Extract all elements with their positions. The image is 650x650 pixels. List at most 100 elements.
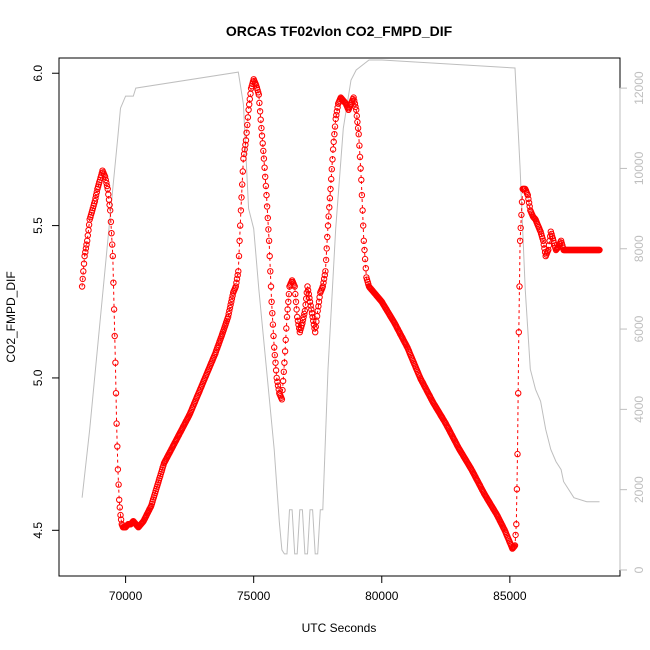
co2-point	[114, 443, 121, 450]
co2-point	[518, 198, 526, 206]
co2-point	[354, 118, 361, 126]
co2-point	[258, 124, 265, 132]
y-tick-label: 5.0	[31, 369, 45, 386]
co2-point	[307, 302, 314, 309]
co2-point	[514, 450, 521, 458]
co2-point	[356, 153, 364, 161]
co2-point	[353, 106, 360, 114]
co2-point	[323, 245, 330, 252]
co2-point	[262, 173, 269, 181]
x-tick-label: 80000	[365, 589, 399, 603]
co2-point	[92, 195, 99, 202]
co2-point	[237, 207, 245, 214]
co2-point	[306, 298, 314, 305]
co2-point	[285, 298, 292, 305]
x-tick-label: 85000	[493, 589, 527, 603]
co2-point	[82, 245, 90, 252]
co2-point	[239, 168, 247, 175]
y2-tick-label: 12000	[632, 71, 646, 105]
co2-point	[305, 290, 312, 298]
y2-tick-label: 0	[632, 566, 646, 573]
co2-point	[351, 97, 358, 104]
co2-point	[285, 290, 293, 298]
co2-point	[304, 287, 312, 294]
co2-point	[321, 271, 328, 279]
co2-point	[361, 246, 368, 254]
co2-point	[516, 283, 523, 290]
y2-tick-label: 4000	[632, 396, 646, 423]
co2-point	[233, 279, 240, 286]
co2-point	[311, 325, 318, 332]
co2-point	[354, 124, 362, 132]
y2-tick-label: 8000	[632, 235, 646, 262]
co2-point	[329, 156, 336, 163]
co2-point	[320, 275, 328, 283]
co2-point	[361, 255, 369, 263]
co2-point	[82, 249, 89, 256]
co2-point	[269, 321, 277, 328]
co2-point	[242, 141, 249, 149]
co2-point	[333, 108, 341, 115]
co2-point	[109, 241, 116, 248]
y2-tick-label: 2000	[632, 476, 646, 503]
co2-point	[274, 382, 282, 389]
co2-point	[226, 307, 233, 315]
co2-point	[360, 237, 367, 245]
co2-point	[518, 211, 525, 219]
co2-point	[102, 176, 110, 184]
co2-point	[237, 222, 244, 229]
y2-axis: 0 2000 4000 6000 8000 10000 12000	[619, 71, 646, 573]
co2-point	[261, 164, 268, 171]
co2-point	[266, 252, 273, 260]
co2-point	[350, 94, 357, 101]
co2-point	[355, 131, 362, 138]
co2-point	[255, 91, 262, 98]
co2-point	[268, 298, 275, 305]
co2-point	[280, 368, 287, 375]
co2-point	[263, 203, 271, 210]
co2-point	[117, 511, 124, 519]
co2-point	[243, 129, 250, 136]
altitude-line	[81, 59, 600, 555]
co2-point	[315, 298, 323, 305]
co2-point	[270, 332, 277, 340]
co2-point	[228, 298, 235, 305]
co2-point	[281, 359, 288, 366]
co2-point	[92, 191, 100, 199]
co2-point	[279, 386, 286, 394]
co2-point	[81, 252, 88, 260]
co2-point	[331, 123, 339, 130]
co2-point	[225, 310, 232, 318]
co2-point	[512, 531, 519, 539]
co2-point	[306, 294, 313, 302]
co2-point	[244, 114, 252, 121]
plot-frame	[58, 57, 621, 577]
co2-point	[110, 306, 118, 313]
co2-point	[265, 237, 273, 245]
altitude-series	[81, 59, 600, 555]
y-tick-label: 4.5	[31, 522, 45, 539]
co2-point	[260, 147, 267, 155]
co2-point	[257, 116, 264, 123]
co2-point	[359, 207, 366, 214]
co2-point	[301, 307, 309, 315]
co2-point	[300, 313, 307, 321]
co2-point	[235, 268, 242, 275]
co2-point	[232, 283, 240, 290]
co2-point	[240, 150, 248, 158]
co2-point	[79, 275, 86, 283]
co2-point	[326, 195, 334, 202]
co2-point	[362, 265, 369, 272]
co2-point	[353, 112, 360, 120]
co2-point	[108, 230, 115, 237]
co2-point	[358, 191, 366, 199]
co2-series	[78, 76, 603, 552]
co2-point	[241, 146, 248, 153]
co2-point	[265, 226, 272, 233]
co2-point	[282, 336, 289, 344]
co2-point	[328, 166, 335, 173]
co2-point	[103, 182, 111, 190]
co2-point	[308, 306, 315, 313]
co2-point	[83, 241, 90, 248]
co2-point	[320, 279, 327, 286]
